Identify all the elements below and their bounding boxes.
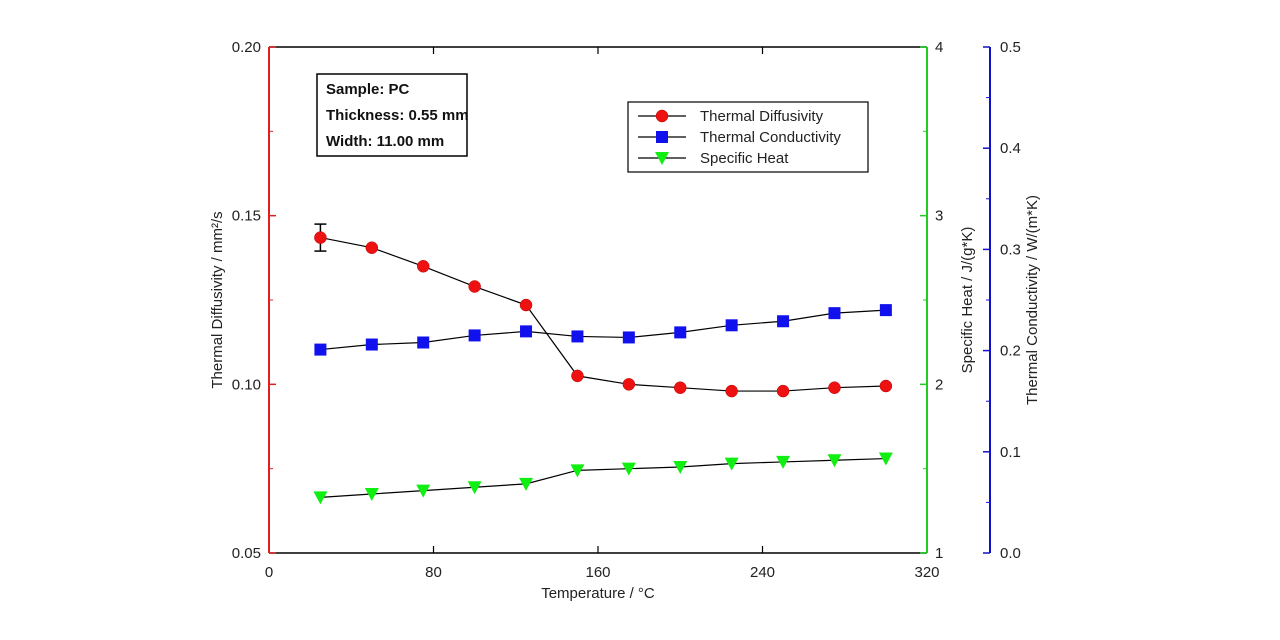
- specific-heat-line: [320, 457, 886, 498]
- specific_heat-tick-label: 2: [935, 376, 943, 393]
- specific-heat-point: [570, 464, 585, 478]
- legend-marker-diffusivity: [655, 109, 669, 123]
- x-tick-label: 80: [425, 564, 442, 581]
- conductivity-point: [879, 304, 892, 317]
- diffusivity-point: [468, 280, 481, 293]
- diffusivity-point: [725, 384, 738, 398]
- sample-info-line: Width: 11.00 mm: [326, 133, 444, 150]
- conductivity-point: [828, 307, 841, 320]
- specific-heat-point: [364, 487, 379, 501]
- specific_heat-tick-label: 1: [935, 545, 943, 562]
- conductivity-point: [571, 330, 584, 343]
- specific_heat-tick-label: 4: [935, 39, 943, 56]
- specific-heat-point: [878, 452, 893, 466]
- diffusivity-point: [416, 260, 430, 273]
- x-axis-title: Temperature / °C: [541, 585, 655, 602]
- diffusivity-point: [314, 231, 327, 244]
- conductivity-point: [520, 325, 533, 338]
- legend-marker-specific-heat: [655, 152, 669, 165]
- diffusivity-axis-title: Thermal Diffusivity / mm²/s: [209, 211, 226, 388]
- conductivity-tick-label: 0.4: [1000, 140, 1021, 157]
- legend-label-diffusivity: Thermal Diffusivity: [700, 108, 824, 125]
- conductivity-point: [417, 336, 430, 349]
- diffusivity-tick-label: 0.20: [232, 39, 261, 56]
- x-tick-label: 240: [750, 564, 775, 581]
- specific-heat-point: [313, 491, 328, 505]
- conductivity-tick-label: 0.2: [1000, 343, 1021, 360]
- diffusivity-tick-label: 0.10: [232, 376, 261, 393]
- sample-info-box: [316, 73, 468, 157]
- legend-marker-conductivity: [656, 131, 668, 143]
- diffusivity-tick-label: 0.15: [232, 208, 261, 225]
- conductivity-point: [314, 343, 327, 356]
- diffusivity-point: [879, 379, 893, 393]
- specific-heat-point: [416, 484, 431, 498]
- specific_heat-tick-label: 3: [935, 208, 943, 225]
- x-tick-label: 320: [914, 564, 939, 581]
- specific-heat-point: [827, 454, 842, 468]
- conductivity-point: [365, 338, 378, 351]
- x-tick-label: 160: [585, 564, 610, 581]
- diffusivity-point: [828, 381, 841, 394]
- conductivity-line: [320, 309, 886, 351]
- legend-label-specific-heat: Specific Heat: [700, 150, 789, 167]
- conductivity-tick-label: 0.1: [1000, 444, 1021, 461]
- conductivity-tick-label: 0.5: [1000, 39, 1021, 56]
- sample-info-line: Sample: PC: [326, 81, 410, 98]
- conductivity-point: [622, 331, 635, 344]
- diffusivity-point: [776, 384, 790, 398]
- specific-heat-point: [467, 481, 482, 495]
- diffusivity-point: [622, 378, 636, 391]
- specific-heat-point: [724, 457, 739, 471]
- diffusivity-line: [320, 237, 886, 392]
- diffusivity-tick-label: 0.05: [232, 545, 261, 562]
- x-tick-label: 0: [265, 564, 273, 581]
- specific_heat-axis-title: Specific Heat / J/(g*K): [959, 227, 976, 374]
- specific-heat-point: [621, 462, 636, 476]
- legend-label-conductivity: Thermal Conductivity: [700, 129, 841, 146]
- specific-heat-point: [776, 455, 791, 469]
- conductivity-point: [674, 326, 687, 339]
- specific-heat-point: [519, 477, 534, 491]
- diffusivity-point: [519, 298, 533, 312]
- specific-heat-point: [673, 460, 688, 474]
- conductivity-point: [725, 319, 738, 332]
- conductivity-tick-label: 0.3: [1000, 241, 1021, 258]
- diffusivity-point: [674, 381, 687, 394]
- diffusivity-point: [365, 241, 379, 254]
- sample-info-line: Thickness: 0.55 mm: [326, 107, 469, 124]
- conductivity-point: [777, 315, 790, 328]
- conductivity-axis-title: Thermal Conductivity / W/(m*K): [1024, 195, 1041, 405]
- diffusivity-point: [571, 369, 584, 383]
- conductivity-tick-label: 0.0: [1000, 545, 1021, 562]
- conductivity-point: [468, 329, 481, 342]
